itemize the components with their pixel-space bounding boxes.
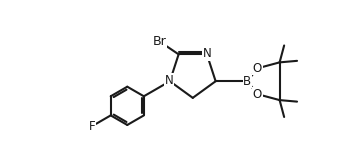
Text: O: O <box>253 88 262 101</box>
Text: O: O <box>253 62 262 75</box>
Text: F: F <box>88 120 95 133</box>
Text: N: N <box>203 47 212 60</box>
Text: Br: Br <box>153 35 167 48</box>
Text: B: B <box>243 75 251 88</box>
Text: N: N <box>164 74 173 87</box>
